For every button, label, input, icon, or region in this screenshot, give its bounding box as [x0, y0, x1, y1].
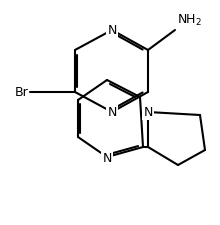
- Text: N: N: [107, 24, 117, 37]
- Text: N: N: [102, 151, 112, 164]
- Text: N: N: [143, 106, 153, 119]
- Text: N: N: [107, 106, 117, 119]
- Text: Br: Br: [14, 86, 28, 99]
- Text: NH$_2$: NH$_2$: [177, 13, 202, 28]
